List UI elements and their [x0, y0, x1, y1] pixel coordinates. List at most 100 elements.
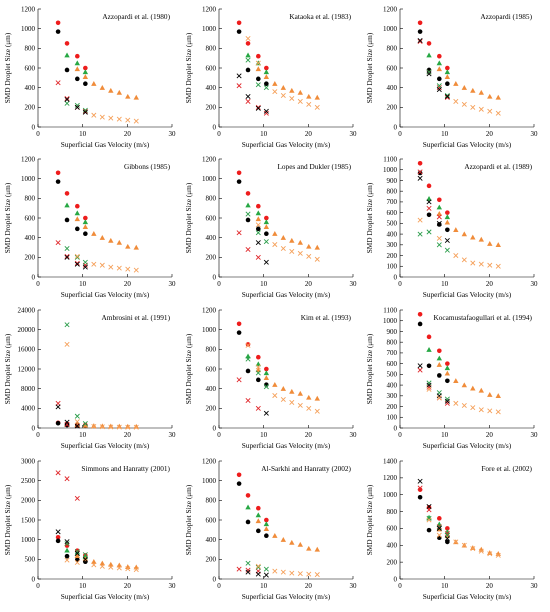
- data-point: [245, 41, 251, 46]
- data-point: [444, 530, 450, 537]
- data-point: [255, 364, 261, 370]
- data-point: [74, 254, 80, 260]
- data-point: [83, 65, 88, 71]
- data-point: [264, 517, 269, 523]
- data-point: [426, 346, 432, 352]
- x-tick-label: 0: [36, 130, 40, 138]
- data-point: [256, 354, 261, 360]
- x-tick-label: 0: [217, 130, 221, 138]
- data-point: [436, 395, 442, 401]
- data-point: [470, 234, 476, 240]
- data-point: [263, 375, 270, 381]
- y-tick-label: 800: [206, 195, 217, 203]
- panel-title: Azzopardi et al. (1989): [464, 162, 532, 171]
- data-point: [256, 76, 261, 82]
- data-point: [236, 83, 242, 89]
- y-tick-label: 2500: [21, 477, 36, 485]
- data-point: [82, 552, 88, 558]
- data-point: [263, 85, 269, 91]
- y-tick-label: 200: [206, 556, 217, 564]
- y-tick-label: 1200: [202, 155, 217, 163]
- data-point: [461, 382, 468, 388]
- x-axis-label: Superficial Gas Velocity (m/s): [242, 290, 331, 299]
- y-tick-label: 500: [387, 220, 398, 228]
- data-point: [280, 84, 287, 90]
- panel-title: Kocamustafaogullari et al. (1994): [434, 313, 533, 322]
- data-point: [116, 423, 122, 429]
- x-tick-label: 0: [398, 130, 402, 138]
- y-tick-label: 200: [25, 104, 36, 112]
- x-axis-label: Superficial Gas Velocity (m/s): [423, 592, 512, 601]
- data-point: [236, 472, 242, 478]
- x-tick-label: 30: [169, 280, 177, 288]
- data-point: [478, 407, 484, 413]
- data-point: [75, 53, 80, 59]
- y-tick-label: 200: [387, 403, 398, 411]
- data-point: [417, 311, 423, 317]
- data-point: [436, 60, 443, 66]
- y-tick-label: 800: [206, 45, 217, 53]
- data-point: [297, 402, 303, 408]
- data-point: [444, 93, 450, 99]
- data-point: [64, 202, 70, 208]
- data-point: [444, 396, 450, 402]
- data-point: [417, 175, 423, 181]
- y-tick-label: 400: [206, 385, 217, 393]
- data-point: [436, 362, 443, 367]
- x-tick-label: 20: [305, 130, 313, 138]
- x-tick-label: 0: [398, 431, 402, 439]
- data-point: [436, 242, 442, 248]
- data-point: [445, 378, 450, 384]
- x-tick-label: 0: [36, 280, 40, 288]
- x-tick-label: 10: [260, 431, 268, 439]
- x-tick-label: 0: [36, 431, 40, 439]
- x-tick-label: 10: [441, 582, 449, 590]
- data-point: [245, 93, 251, 100]
- data-point: [108, 564, 114, 570]
- data-point: [263, 69, 270, 75]
- data-point: [64, 245, 70, 252]
- y-tick-label: 400: [387, 230, 398, 238]
- data-point: [64, 476, 70, 482]
- data-point: [82, 264, 88, 270]
- y-tick-label: 800: [206, 346, 217, 354]
- data-point: [426, 517, 432, 523]
- data-point: [306, 545, 312, 551]
- data-point: [245, 504, 251, 510]
- panel-title: Ambrosini et al. (1991): [102, 313, 171, 322]
- y-tick-label: 0: [394, 123, 398, 131]
- y-tick-label: 1200: [202, 306, 217, 314]
- x-tick-label: 10: [441, 280, 449, 288]
- data-point: [314, 256, 320, 262]
- data-point: [426, 195, 432, 201]
- data-point: [255, 564, 261, 570]
- data-point: [444, 370, 451, 376]
- data-point: [82, 109, 88, 115]
- chart-panel: 0 200 400 600 800 1000 1200 0 10 20 30 Al-Sarkhi an…: [184, 457, 357, 601]
- data-point: [426, 527, 432, 533]
- data-point: [461, 402, 467, 408]
- data-point: [453, 227, 459, 232]
- data-point: [426, 183, 432, 189]
- data-point: [426, 505, 432, 510]
- data-point: [74, 559, 80, 565]
- data-point: [263, 239, 269, 245]
- data-point: [74, 553, 81, 558]
- y-tick-label: 1500: [21, 516, 36, 524]
- data-point: [255, 367, 262, 373]
- x-tick-label: 30: [350, 582, 358, 590]
- data-point: [99, 84, 106, 90]
- data-point: [64, 217, 70, 223]
- data-point: [417, 494, 423, 500]
- data-point: [478, 106, 484, 112]
- data-point: [263, 384, 269, 390]
- data-point: [426, 503, 432, 510]
- data-point: [264, 65, 269, 71]
- y-tick-label: 1000: [202, 477, 217, 485]
- data-point: [133, 118, 139, 124]
- chart-panel: 0 200 400 600 800 1000 1200 0 10 20 30 Kataoka et a…: [184, 5, 357, 149]
- data-point: [263, 410, 269, 416]
- data-point: [495, 393, 501, 398]
- data-point: [82, 422, 89, 428]
- x-tick-label: 0: [398, 280, 402, 288]
